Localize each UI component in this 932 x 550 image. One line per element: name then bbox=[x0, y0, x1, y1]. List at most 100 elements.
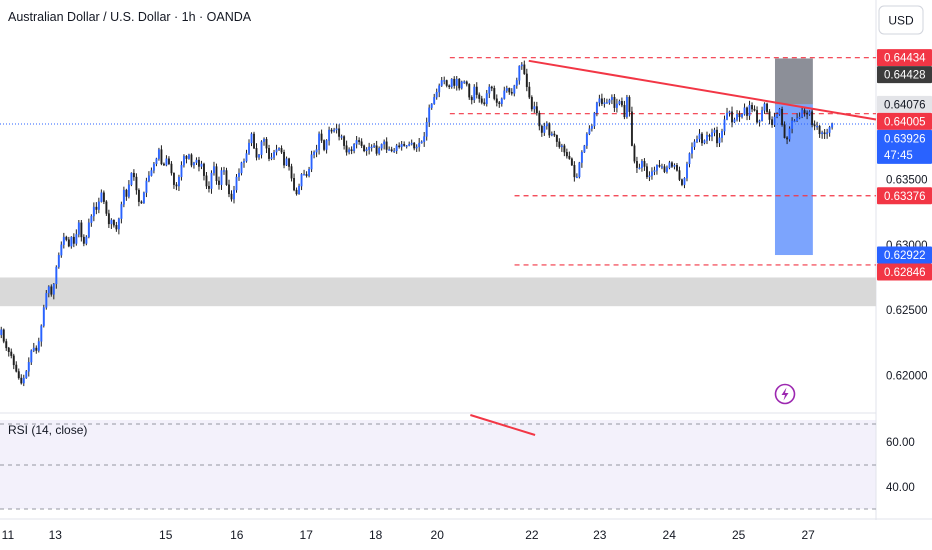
candle-body bbox=[410, 142, 413, 145]
candle-body bbox=[223, 170, 225, 172]
candle-body bbox=[172, 172, 175, 185]
lightning-icon-bolt[interactable] bbox=[781, 387, 789, 401]
candle-body bbox=[102, 192, 105, 202]
candle-body bbox=[275, 149, 278, 153]
candle-body bbox=[7, 347, 10, 353]
candle-body bbox=[170, 163, 173, 174]
candle-body bbox=[463, 81, 466, 83]
price-badge-label: 0.62922 bbox=[884, 250, 926, 262]
candle-body bbox=[503, 90, 506, 99]
candle-body bbox=[723, 119, 726, 132]
currency-button[interactable]: USD bbox=[878, 5, 924, 35]
candle-body bbox=[578, 162, 581, 178]
candle-body bbox=[165, 158, 168, 166]
candle-body bbox=[37, 341, 40, 351]
candle-body bbox=[425, 121, 428, 137]
candle-body bbox=[283, 152, 286, 166]
candle-body bbox=[405, 145, 408, 147]
candle-body bbox=[473, 86, 476, 101]
candle-body bbox=[300, 174, 303, 187]
candle-body bbox=[703, 140, 706, 144]
candle-body bbox=[390, 149, 393, 152]
candle-body bbox=[225, 170, 228, 185]
candle-body bbox=[776, 114, 779, 118]
candle-body bbox=[30, 350, 33, 363]
candle-body bbox=[485, 93, 488, 105]
candle-body bbox=[10, 351, 13, 356]
candle-body bbox=[373, 145, 376, 148]
x-tick-label: 23 bbox=[593, 528, 607, 542]
candle-body bbox=[443, 80, 446, 82]
candle-body bbox=[553, 133, 556, 136]
candle-body bbox=[120, 204, 123, 219]
candle-body bbox=[185, 155, 188, 159]
candle-body bbox=[628, 97, 631, 112]
candle-body bbox=[535, 106, 538, 114]
candle-body bbox=[671, 162, 673, 167]
candle-body bbox=[127, 184, 130, 197]
candle-body bbox=[238, 172, 240, 178]
candle-body bbox=[625, 97, 628, 118]
candle-body bbox=[433, 97, 436, 105]
candle-body bbox=[666, 167, 668, 172]
candle-body bbox=[253, 133, 255, 149]
candle-body bbox=[258, 154, 260, 158]
candle-body bbox=[195, 159, 198, 163]
candle-body bbox=[518, 65, 521, 81]
candle-body bbox=[475, 86, 478, 95]
candle-body bbox=[60, 244, 63, 256]
candle-body bbox=[358, 140, 361, 142]
projection-upper-box bbox=[774, 58, 813, 105]
candle-body bbox=[650, 171, 653, 176]
candle-body bbox=[528, 86, 531, 98]
x-tick-label: 25 bbox=[732, 528, 746, 542]
candle-body bbox=[823, 132, 826, 135]
candle-body bbox=[525, 73, 528, 88]
candle-body bbox=[693, 141, 696, 148]
candle-body bbox=[493, 88, 496, 99]
candle-body bbox=[408, 144, 411, 146]
candle-body bbox=[706, 135, 708, 141]
candle-body bbox=[510, 91, 513, 94]
candle-body bbox=[603, 102, 606, 105]
candle-body bbox=[132, 172, 135, 178]
currency-button-frame[interactable] bbox=[878, 5, 924, 35]
candle-body bbox=[2, 329, 5, 342]
candle-body bbox=[15, 364, 18, 372]
lightning-icon[interactable] bbox=[774, 383, 796, 405]
candle-body bbox=[418, 142, 421, 148]
candle-body bbox=[400, 144, 403, 148]
candle-body bbox=[826, 132, 829, 135]
candle-body bbox=[155, 158, 158, 165]
currency-label[interactable]: USD bbox=[888, 14, 914, 28]
candle-body bbox=[308, 168, 311, 176]
candle-body bbox=[105, 201, 108, 214]
price-badge-2 bbox=[877, 95, 932, 113]
candle-body bbox=[97, 201, 100, 210]
candle-body bbox=[293, 178, 296, 191]
candle-body bbox=[313, 152, 316, 155]
candle-body bbox=[676, 165, 678, 171]
candle-body bbox=[268, 148, 270, 159]
candle-body bbox=[140, 201, 143, 204]
candle-body bbox=[490, 86, 493, 89]
candle-body bbox=[0, 329, 3, 336]
candle-body bbox=[465, 81, 468, 85]
y-tick-label: 0.63500 bbox=[886, 175, 928, 187]
candle-body bbox=[808, 111, 811, 115]
candle-body bbox=[648, 175, 651, 178]
candle-body bbox=[295, 189, 298, 195]
candle-body bbox=[545, 123, 548, 127]
candle-body bbox=[415, 146, 418, 149]
candle-body bbox=[413, 142, 416, 149]
x-tick-label: 22 bbox=[525, 528, 539, 542]
candle-body bbox=[768, 111, 771, 120]
candle-body bbox=[280, 148, 283, 153]
candle-body bbox=[315, 149, 318, 153]
price-badge-label: 0.64434 bbox=[884, 53, 926, 65]
rsi-trendline bbox=[470, 414, 536, 436]
x-tick-label: 18 bbox=[369, 528, 383, 542]
candle-body bbox=[265, 138, 268, 149]
